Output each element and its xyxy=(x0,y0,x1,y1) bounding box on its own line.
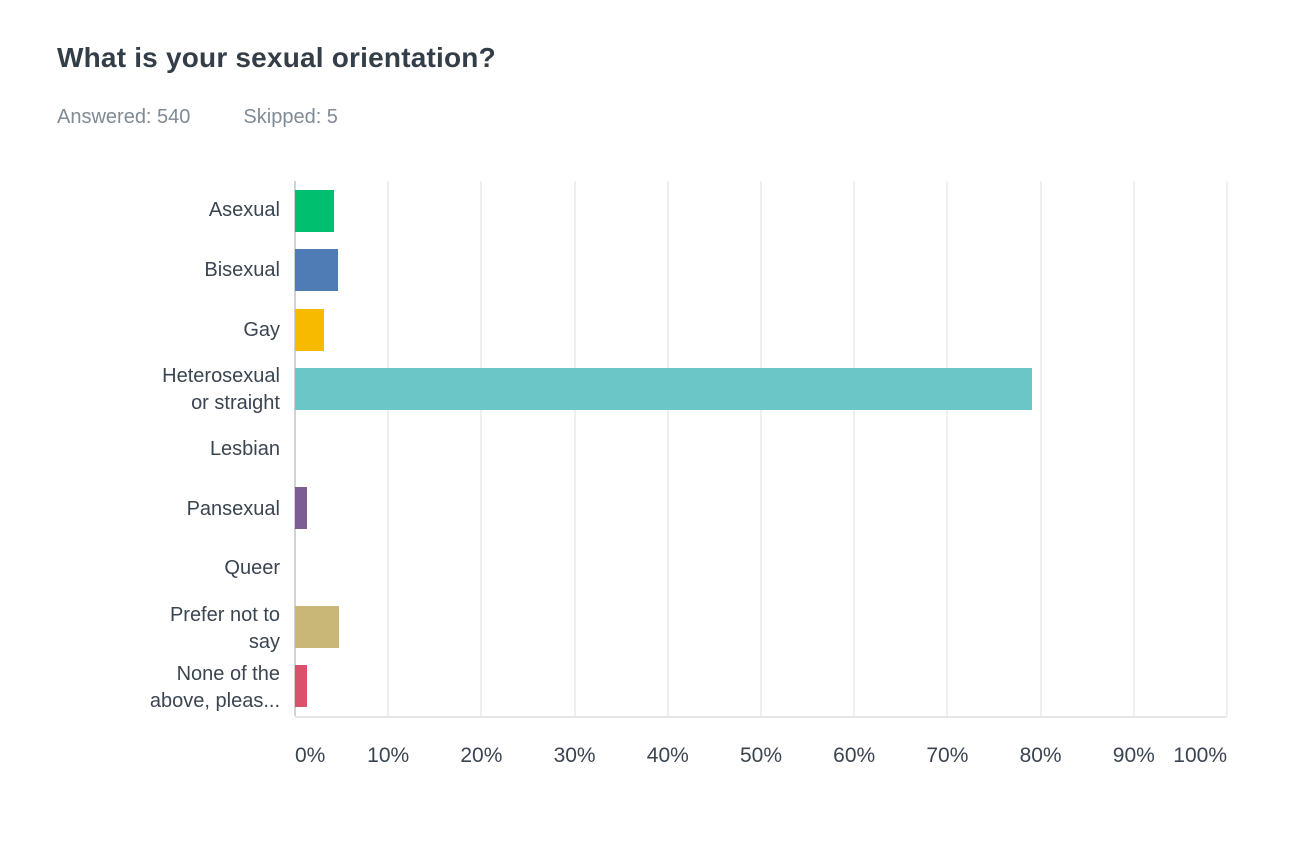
chart-row xyxy=(295,181,1227,240)
category-labels: Asexual Bisexual Gay Heterosexual or straig… xyxy=(0,181,295,718)
skipped-count: Skipped: 5 xyxy=(243,106,338,128)
gridline xyxy=(480,181,483,716)
chart-row xyxy=(295,538,1227,597)
category-label: Asexual xyxy=(208,199,280,222)
x-tick-label: 0% xyxy=(295,744,326,767)
gridline xyxy=(666,181,669,716)
gridline xyxy=(1132,181,1135,716)
bar xyxy=(295,665,308,708)
category-label: Queer xyxy=(224,557,280,580)
category-label: Heterosexual or straight xyxy=(162,364,280,414)
x-tick-label: 30% xyxy=(553,744,596,767)
gridline xyxy=(573,181,576,716)
question-title: What is your sexual orientation? xyxy=(57,42,496,73)
x-tick-label: 20% xyxy=(460,744,503,767)
chart-row xyxy=(295,419,1227,478)
bar xyxy=(295,605,339,648)
category-label: Bisexual xyxy=(204,259,280,281)
chart-row xyxy=(295,240,1227,299)
x-tick-label: 40% xyxy=(646,744,689,767)
plot-area xyxy=(294,181,1228,718)
gridlines xyxy=(294,181,1228,716)
x-tick-label: 80% xyxy=(1019,744,1062,767)
x-tick-label: 90% xyxy=(1112,744,1155,767)
x-tick-label: 60% xyxy=(833,744,876,767)
gridline xyxy=(946,181,949,716)
y-axis-line xyxy=(294,181,296,716)
x-tick-label: 50% xyxy=(739,744,783,767)
gridline xyxy=(760,181,762,716)
category-label: None of the above, pleas... xyxy=(149,663,280,713)
response-stats: Answered: 540 Skipped: 5 xyxy=(57,106,338,129)
gridline xyxy=(1039,181,1042,716)
chart-row xyxy=(295,300,1227,359)
bar xyxy=(295,249,338,292)
category-label: Prefer not to say xyxy=(169,603,280,653)
gridline xyxy=(853,181,856,716)
bars-container xyxy=(295,181,1227,716)
x-tick-label: 70% xyxy=(926,744,969,767)
chart-row xyxy=(295,657,1227,716)
bar xyxy=(295,486,308,529)
x-tick-label: 100% xyxy=(1173,744,1227,767)
bar xyxy=(295,308,324,351)
category-label: Gay xyxy=(243,318,280,341)
x-axis-tick-labels: 0% 10% 20% 30% 40% 50% 60% 70% 80% 90% 100% xyxy=(295,744,1227,770)
category-label: Pansexual xyxy=(186,497,280,520)
x-tick-label: 10% xyxy=(367,744,410,767)
chart-row xyxy=(295,359,1227,418)
answered-count: Answered: 540 xyxy=(57,106,191,128)
bar xyxy=(295,368,1033,411)
bar xyxy=(295,189,335,232)
gridline xyxy=(1226,181,1228,716)
category-label: Lesbian xyxy=(209,438,280,461)
chart-row xyxy=(295,478,1227,537)
chart-row xyxy=(295,597,1227,656)
gridline xyxy=(387,181,390,716)
